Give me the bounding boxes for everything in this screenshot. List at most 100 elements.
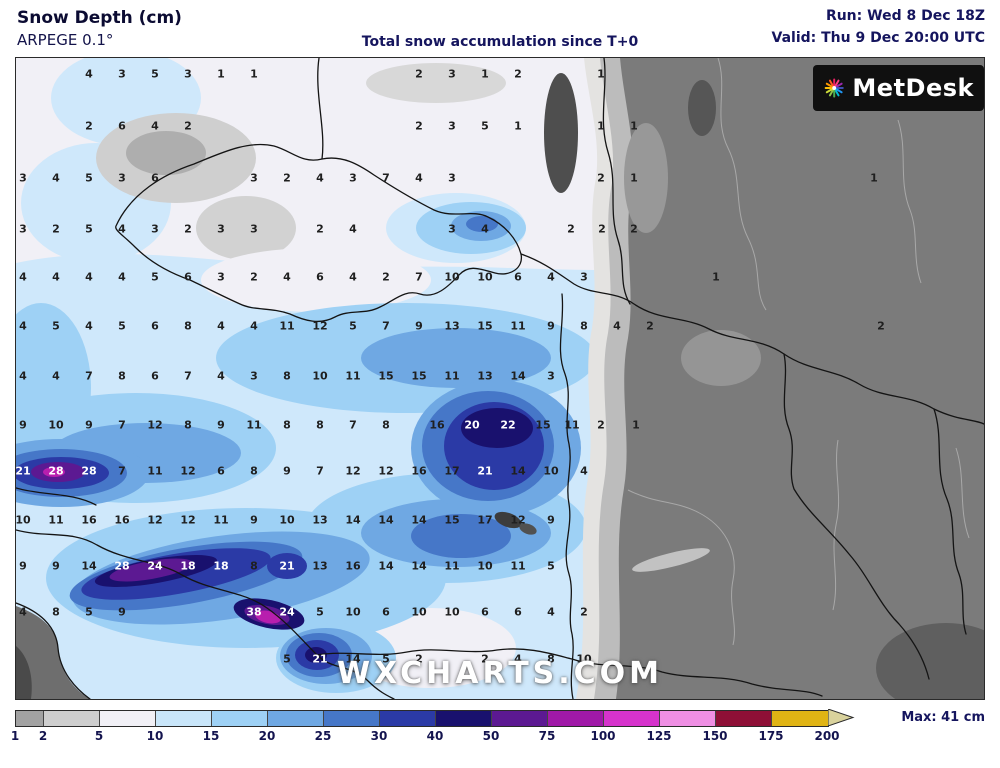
grid-value: 21: [279, 559, 295, 573]
grid-value: 2: [415, 119, 423, 133]
grid-value: 4: [613, 319, 621, 333]
legend-tick-label: 150: [702, 729, 728, 743]
legend-swatch: [660, 711, 716, 726]
legend-swatch: [492, 711, 548, 726]
watermark: WXCHARTS.COM: [336, 656, 664, 691]
grid-value: 2: [415, 67, 423, 81]
grid-value: 4: [547, 605, 555, 619]
legend-swatch: [100, 711, 156, 726]
grid-value: 2: [250, 270, 258, 284]
grid-value: 16: [81, 513, 97, 527]
grid-value: 9: [547, 513, 555, 527]
grid-value: 2: [646, 319, 654, 333]
grid-value: 22: [500, 418, 516, 432]
grid-value: 3: [118, 67, 126, 81]
grid-value: 9: [85, 418, 93, 432]
grid-value: 4: [118, 222, 126, 236]
grid-value: 28: [81, 464, 97, 478]
grid-value: 9: [415, 319, 423, 333]
legend-tick-label: 40: [426, 729, 444, 743]
grid-value: 15: [477, 319, 493, 333]
grid-value: 6: [316, 270, 324, 284]
grid-value: 3: [184, 67, 192, 81]
grid-value: 12: [510, 513, 526, 527]
legend-swatch: [44, 711, 100, 726]
grid-value: 4: [52, 369, 60, 383]
grid-value: 1: [250, 67, 258, 81]
grid-value: 10: [312, 369, 328, 383]
page-title: Snow Depth (cm): [17, 8, 182, 28]
legend-swatch: [772, 711, 828, 726]
grid-value: 2: [85, 119, 93, 133]
legend-swatch: [380, 711, 436, 726]
grid-value: 10: [411, 605, 427, 619]
grid-value: 4: [217, 369, 225, 383]
grid-value: 12: [345, 464, 361, 478]
grid-value: 6: [184, 270, 192, 284]
grid-value: 4: [19, 319, 27, 333]
grid-value: 16: [345, 559, 361, 573]
grid-value: 3: [250, 369, 258, 383]
grid-value: 9: [19, 418, 27, 432]
grid-value: 16: [114, 513, 130, 527]
grid-value: 16: [429, 418, 445, 432]
legend-bar: [15, 710, 829, 727]
grid-value: 10: [477, 270, 493, 284]
legend-arrow: [828, 709, 855, 726]
legend-tick-label: 200: [814, 729, 840, 743]
grid-value: 11: [279, 319, 295, 333]
grid-value: 11: [444, 369, 460, 383]
valid-time-label: Valid: Thu 9 Dec 20:00 UTC: [771, 30, 986, 46]
grid-value: 4: [580, 464, 588, 478]
legend-tick-label: 20: [258, 729, 276, 743]
grid-value: 4: [481, 222, 489, 236]
grid-value: 4: [250, 319, 258, 333]
grid-value: 6: [118, 119, 126, 133]
legend-swatch: [324, 711, 380, 726]
grid-value: 8: [547, 652, 555, 666]
grid-value: 3: [547, 369, 555, 383]
grid-value: 10: [279, 513, 295, 527]
grid-value: 1: [632, 418, 640, 432]
grid-value: 12: [147, 513, 163, 527]
model-label: ARPEGE 0.1°: [17, 31, 114, 49]
grid-value: 10: [444, 270, 460, 284]
grid-value: 8: [184, 418, 192, 432]
grid-value: 16: [411, 464, 427, 478]
grid-value: 4: [19, 605, 27, 619]
grid-value: 24: [279, 605, 295, 619]
grid-value: 4: [283, 270, 291, 284]
legend-tick-label: 25: [314, 729, 332, 743]
grid-value: 3: [19, 171, 27, 185]
grid-value: 6: [151, 369, 159, 383]
grid-value: 15: [411, 369, 427, 383]
grid-value: 2: [184, 119, 192, 133]
grid-value: 6: [151, 319, 159, 333]
grid-value: 6: [514, 270, 522, 284]
grid-value: 3: [19, 222, 27, 236]
grid-value: 1: [514, 119, 522, 133]
grid-value: 10: [48, 418, 64, 432]
grid-value: 11: [213, 513, 229, 527]
grid-value: 10: [477, 559, 493, 573]
grid-value: 18: [213, 559, 229, 573]
legend-swatch: [436, 711, 492, 726]
grid-value: 11: [444, 559, 460, 573]
max-value-label: Max: 41 cm: [901, 710, 985, 725]
grid-value: 3: [151, 222, 159, 236]
grid-value: 5: [547, 559, 555, 573]
grid-value: 14: [378, 513, 394, 527]
grid-value: 14: [345, 513, 361, 527]
grid-value: 2: [567, 222, 575, 236]
logo-text: MetDesk: [852, 74, 974, 102]
grid-value: 3: [448, 222, 456, 236]
grid-value: 6: [514, 605, 522, 619]
grid-value: 28: [48, 464, 64, 478]
grid-value: 4: [349, 270, 357, 284]
grid-value: 24: [147, 559, 163, 573]
grid-value: 5: [316, 605, 324, 619]
grid-value: 8: [52, 605, 60, 619]
grid-value: 7: [118, 418, 126, 432]
legend-tick-label: 175: [758, 729, 784, 743]
grid-value: 20: [464, 418, 480, 432]
